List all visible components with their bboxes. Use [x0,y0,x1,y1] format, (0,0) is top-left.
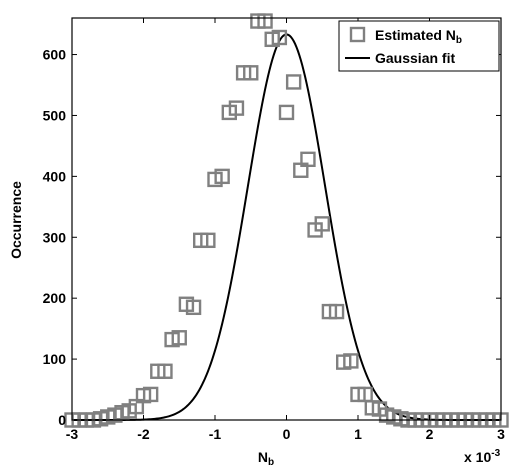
data-point [285,74,302,90]
y-axis-label: Occurrence [8,181,24,259]
legend: Estimated Nb Gaussian fit [338,20,500,72]
x-tick-label: 3 [497,426,505,442]
data-point [171,330,187,346]
gaussian-fit-line [72,33,501,421]
x-tick-label: -2 [137,426,150,442]
x-exponent-label: x 10-3 [464,448,501,465]
x-tick-label: -3 [66,426,79,442]
data-point [185,299,202,316]
legend-label-gaussian: Gaussian fit [375,50,455,66]
y-tick-label: 200 [43,290,67,306]
legend-marker-estimated [349,26,366,43]
data-point [314,216,330,232]
data-point [228,100,245,116]
x-tick-label: 2 [426,426,434,442]
data-point [328,303,345,320]
y-tick-label: 100 [43,351,67,367]
y-tick-label: 600 [43,47,67,63]
data-point [214,168,230,185]
data-point [300,151,316,168]
data-point [200,232,216,249]
data-point [142,386,159,403]
data-point [257,13,273,29]
legend-box [338,20,500,72]
data-point [157,363,173,379]
y-tick-label: 500 [43,107,67,123]
y-tick-label: 400 [43,168,67,184]
axes: -3 -2 -1 0 1 2 3 0 100 200 300 400 500 600 [43,17,505,442]
x-tick-label: -1 [209,426,222,442]
x-tick-label: 0 [283,426,291,442]
data-point [343,353,359,369]
x-tick-label: 1 [354,426,362,442]
legend-label-estimated: Estimated Nb [375,27,462,46]
y-tick-label: 0 [58,412,66,428]
y-tick-label: 300 [43,229,67,245]
data-point [243,65,259,81]
data-point [278,104,295,121]
plot-area [64,13,509,428]
data-point [271,29,288,46]
x-axis-label: Nb [258,449,274,468]
